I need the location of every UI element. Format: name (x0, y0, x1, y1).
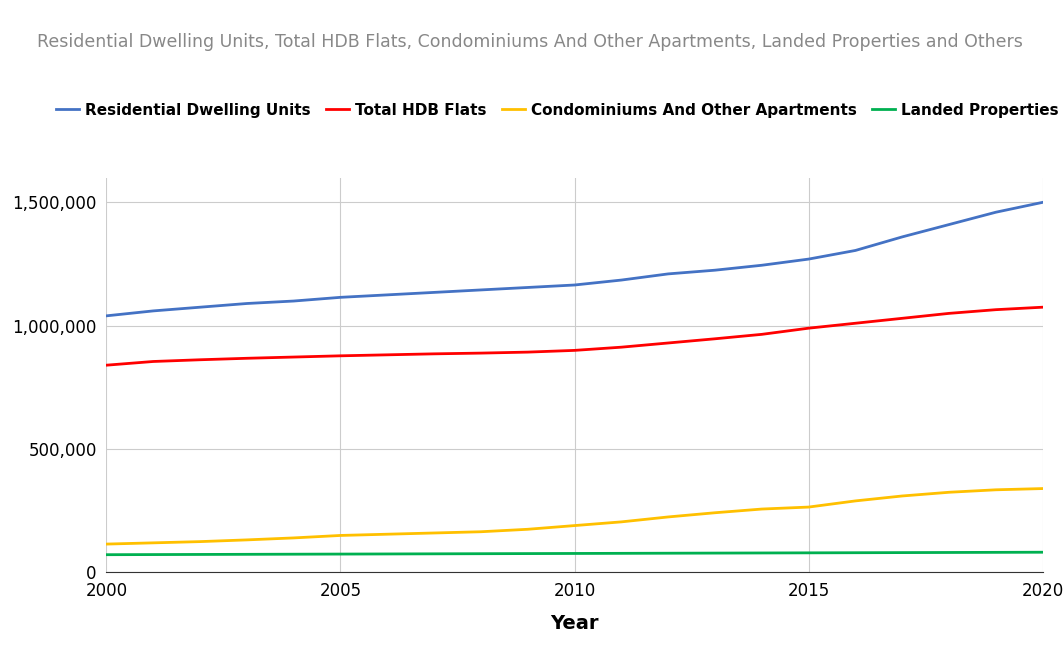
Condominiums And Other Apartments (896, 492, 909, 500)
Total HDB Flats (428, 350, 440, 358)
Condominiums And Other Apartments (943, 488, 955, 496)
Landed Properties (287, 550, 300, 558)
Total HDB Flats (943, 309, 955, 317)
Landed Properties (896, 549, 909, 557)
Landed Properties (709, 549, 721, 557)
Total HDB Flats (568, 346, 581, 354)
Total HDB Flats (287, 353, 300, 361)
Total HDB Flats (1036, 303, 1049, 311)
Condominiums And Other Apartments (662, 513, 675, 521)
Residential Dwelling Units (615, 276, 628, 284)
Landed Properties (240, 550, 253, 558)
Residential Dwelling Units (802, 255, 815, 263)
Total HDB Flats (662, 339, 675, 347)
Condominiums And Other Apartments (755, 505, 768, 513)
Residential Dwelling Units (428, 288, 440, 296)
Line: Residential Dwelling Units: Residential Dwelling Units (106, 203, 1043, 316)
Total HDB Flats (615, 343, 628, 351)
Residential Dwelling Units (568, 281, 581, 289)
Landed Properties (334, 550, 347, 558)
Landed Properties (100, 551, 113, 559)
Residential Dwelling Units (194, 303, 206, 311)
Landed Properties (428, 550, 440, 558)
Condominiums And Other Apartments (615, 518, 628, 526)
Legend: Residential Dwelling Units, Total HDB Flats, Condominiums And Other Apartments, : Residential Dwelling Units, Total HDB Fl… (50, 97, 1064, 124)
Line: Landed Properties: Landed Properties (106, 552, 1043, 555)
Landed Properties (755, 549, 768, 557)
Condominiums And Other Apartments (240, 536, 253, 544)
Condominiums And Other Apartments (428, 529, 440, 537)
Condominiums And Other Apartments (568, 522, 581, 530)
Residential Dwelling Units (755, 261, 768, 269)
Condominiums And Other Apartments (194, 538, 206, 545)
Condominiums And Other Apartments (287, 534, 300, 542)
Total HDB Flats (147, 357, 160, 365)
X-axis label: Year: Year (550, 614, 599, 633)
Total HDB Flats (896, 315, 909, 322)
Condominiums And Other Apartments (475, 528, 487, 536)
Total HDB Flats (381, 351, 394, 359)
Landed Properties (381, 550, 394, 558)
Landed Properties (990, 548, 1002, 556)
Landed Properties (521, 549, 534, 557)
Landed Properties (849, 549, 862, 557)
Total HDB Flats (240, 354, 253, 362)
Residential Dwelling Units (147, 307, 160, 315)
Total HDB Flats (849, 319, 862, 327)
Residential Dwelling Units (943, 220, 955, 228)
Condominiums And Other Apartments (521, 525, 534, 533)
Residential Dwelling Units (287, 297, 300, 305)
Residential Dwelling Units (521, 284, 534, 291)
Residential Dwelling Units (334, 293, 347, 301)
Total HDB Flats (475, 349, 487, 357)
Residential Dwelling Units (100, 312, 113, 320)
Condominiums And Other Apartments (1036, 484, 1049, 492)
Residential Dwelling Units (896, 233, 909, 241)
Condominiums And Other Apartments (849, 497, 862, 505)
Total HDB Flats (802, 324, 815, 332)
Total HDB Flats (194, 356, 206, 364)
Condominiums And Other Apartments (381, 530, 394, 538)
Landed Properties (943, 549, 955, 557)
Total HDB Flats (990, 306, 1002, 314)
Residential Dwelling Units (709, 266, 721, 274)
Residential Dwelling Units (1036, 199, 1049, 207)
Total HDB Flats (100, 361, 113, 369)
Condominiums And Other Apartments (147, 539, 160, 547)
Line: Total HDB Flats: Total HDB Flats (106, 307, 1043, 365)
Residential Dwelling Units (240, 299, 253, 307)
Total HDB Flats (334, 352, 347, 360)
Total HDB Flats (521, 348, 534, 356)
Landed Properties (802, 549, 815, 557)
Landed Properties (615, 549, 628, 557)
Landed Properties (194, 551, 206, 559)
Line: Condominiums And Other Apartments: Condominiums And Other Apartments (106, 488, 1043, 544)
Residential Dwelling Units (475, 286, 487, 294)
Residential Dwelling Units (990, 208, 1002, 216)
Condominiums And Other Apartments (334, 532, 347, 540)
Total HDB Flats (755, 330, 768, 338)
Condominiums And Other Apartments (709, 509, 721, 517)
Total HDB Flats (709, 335, 721, 343)
Condominiums And Other Apartments (100, 540, 113, 548)
Residential Dwelling Units (849, 247, 862, 255)
Condominiums And Other Apartments (990, 486, 1002, 494)
Landed Properties (475, 550, 487, 558)
Landed Properties (147, 551, 160, 559)
Residential Dwelling Units (381, 291, 394, 299)
Landed Properties (662, 549, 675, 557)
Landed Properties (568, 549, 581, 557)
Text: Residential Dwelling Units, Total HDB Flats, Condominiums And Other Apartments, : Residential Dwelling Units, Total HDB Fl… (37, 33, 1024, 51)
Condominiums And Other Apartments (802, 503, 815, 511)
Landed Properties (1036, 548, 1049, 556)
Residential Dwelling Units (662, 270, 675, 278)
